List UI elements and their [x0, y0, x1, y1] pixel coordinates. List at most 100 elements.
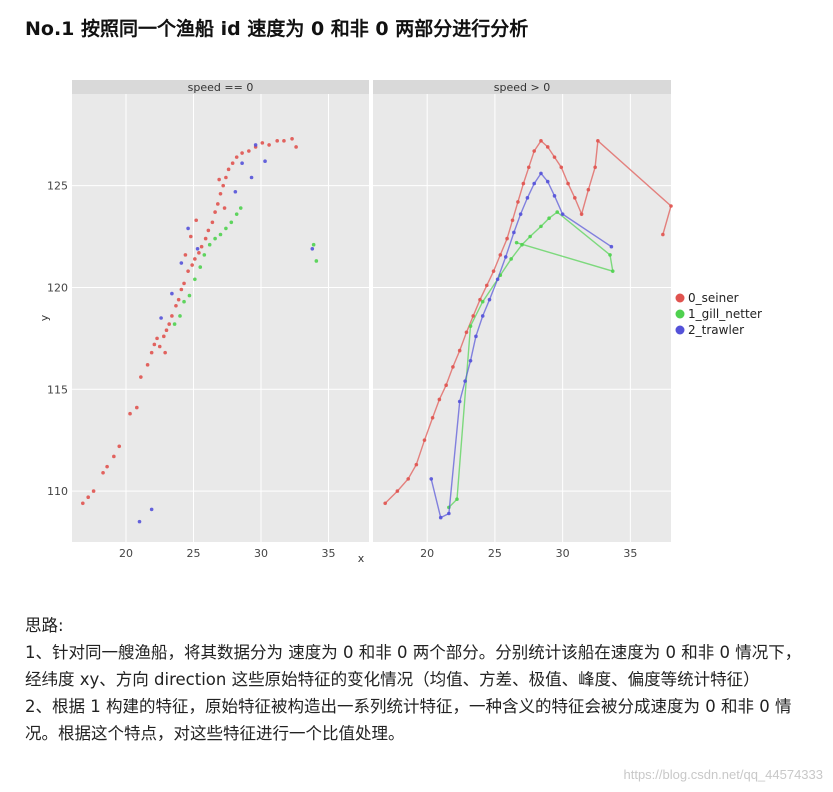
legend-label-2_trawler: 2_trawler	[688, 323, 744, 337]
x-tick-label: 30	[556, 547, 570, 560]
data-point	[172, 322, 177, 326]
data-point	[447, 511, 451, 516]
data-point	[451, 365, 455, 369]
data-point	[174, 303, 178, 308]
data-point	[152, 342, 157, 347]
data-point	[186, 226, 190, 231]
data-point	[545, 179, 550, 184]
data-point	[176, 297, 181, 302]
facet-strip-label: speed == 0	[188, 81, 254, 94]
y-tick-label: 120	[47, 281, 68, 294]
data-point	[86, 495, 90, 500]
paragraph-step-1: 1、针对同一艘渔船，将其数据分为 速度为 0 和非 0 两个部分。分别统计该船在…	[25, 643, 802, 689]
data-point	[468, 324, 473, 328]
data-point	[149, 507, 154, 512]
data-point	[560, 212, 565, 216]
data-point	[552, 155, 557, 159]
data-point	[608, 253, 612, 257]
data-point	[230, 161, 235, 166]
data-point	[520, 242, 524, 247]
data-point	[182, 281, 186, 286]
data-point	[112, 454, 116, 459]
data-point	[294, 145, 298, 149]
data-point	[457, 399, 462, 404]
series-0_seiner	[383, 139, 673, 506]
y-tick-label: 115	[47, 383, 68, 396]
data-point	[539, 224, 543, 229]
x-tick-label: 30	[254, 547, 268, 560]
data-point	[217, 177, 221, 182]
y-tick-label: 110	[47, 485, 68, 498]
data-point	[480, 299, 485, 304]
data-point	[91, 489, 96, 493]
data-point	[105, 464, 109, 469]
data-point	[383, 501, 387, 506]
data-point	[197, 251, 201, 255]
data-point	[135, 405, 139, 410]
data-point	[183, 253, 188, 257]
data-point	[514, 240, 519, 245]
data-point	[395, 489, 400, 493]
data-point	[430, 415, 435, 420]
data-point	[186, 269, 190, 273]
x-tick-label: 25	[488, 547, 502, 560]
data-point	[457, 348, 462, 353]
data-point	[586, 187, 591, 192]
plot-background	[72, 94, 369, 542]
data-point	[229, 220, 234, 225]
data-point	[238, 206, 243, 210]
data-point	[498, 253, 503, 257]
data-point	[438, 515, 443, 520]
data-point	[532, 181, 536, 186]
facet-panel-0: speed == 0 20 25 30 35 110 115 120 125	[47, 80, 369, 560]
legend-swatch-1_gill_netter	[675, 309, 685, 319]
data-point	[234, 212, 239, 216]
data-point	[128, 411, 132, 416]
data-point	[464, 330, 469, 335]
data-point	[189, 234, 193, 239]
data-point	[194, 218, 198, 223]
data-point	[179, 287, 184, 292]
data-point	[579, 212, 584, 216]
data-point	[282, 139, 286, 143]
data-point	[444, 383, 448, 388]
data-point	[310, 246, 315, 251]
data-point	[503, 255, 508, 259]
data-point	[224, 226, 228, 231]
data-point	[247, 149, 251, 153]
data-point	[478, 297, 482, 302]
data-point	[202, 253, 207, 257]
data-point	[170, 291, 174, 296]
data-point	[267, 143, 271, 147]
data-point	[167, 322, 171, 326]
data-point	[145, 363, 150, 367]
data-point	[505, 236, 509, 241]
paragraph-step-2: 2、根据 1 构建的特征，原始特征被构造出一系列统计特征，一种含义的特征会被分成…	[25, 697, 792, 743]
paragraph-approach: 思路:	[25, 616, 64, 635]
data-point	[521, 181, 526, 186]
data-point	[234, 155, 239, 159]
data-point	[249, 175, 254, 180]
data-point	[182, 299, 186, 304]
data-point	[195, 246, 200, 251]
data-point	[218, 191, 223, 196]
data-point	[263, 159, 267, 163]
y-tick-label: 125	[47, 180, 68, 193]
facet-panel-1: speed > 0 20 25 30 35	[373, 80, 673, 560]
data-point	[669, 204, 673, 208]
faceted-scatter-chart: speed == 0 20 25 30 35 110 115 120 125 speed > 0 2…	[38, 80, 762, 565]
data-point	[207, 242, 212, 247]
data-point	[491, 269, 496, 273]
data-point	[528, 234, 532, 239]
data-point	[178, 314, 182, 318]
data-point	[203, 236, 208, 241]
data-point	[206, 228, 211, 233]
data-point	[406, 477, 411, 481]
data-point	[559, 165, 564, 170]
data-point	[512, 230, 516, 235]
data-point	[149, 350, 154, 355]
data-point	[661, 232, 665, 237]
legend-swatch-0_seiner	[675, 293, 685, 303]
data-point	[596, 139, 600, 143]
data-point	[210, 220, 215, 225]
